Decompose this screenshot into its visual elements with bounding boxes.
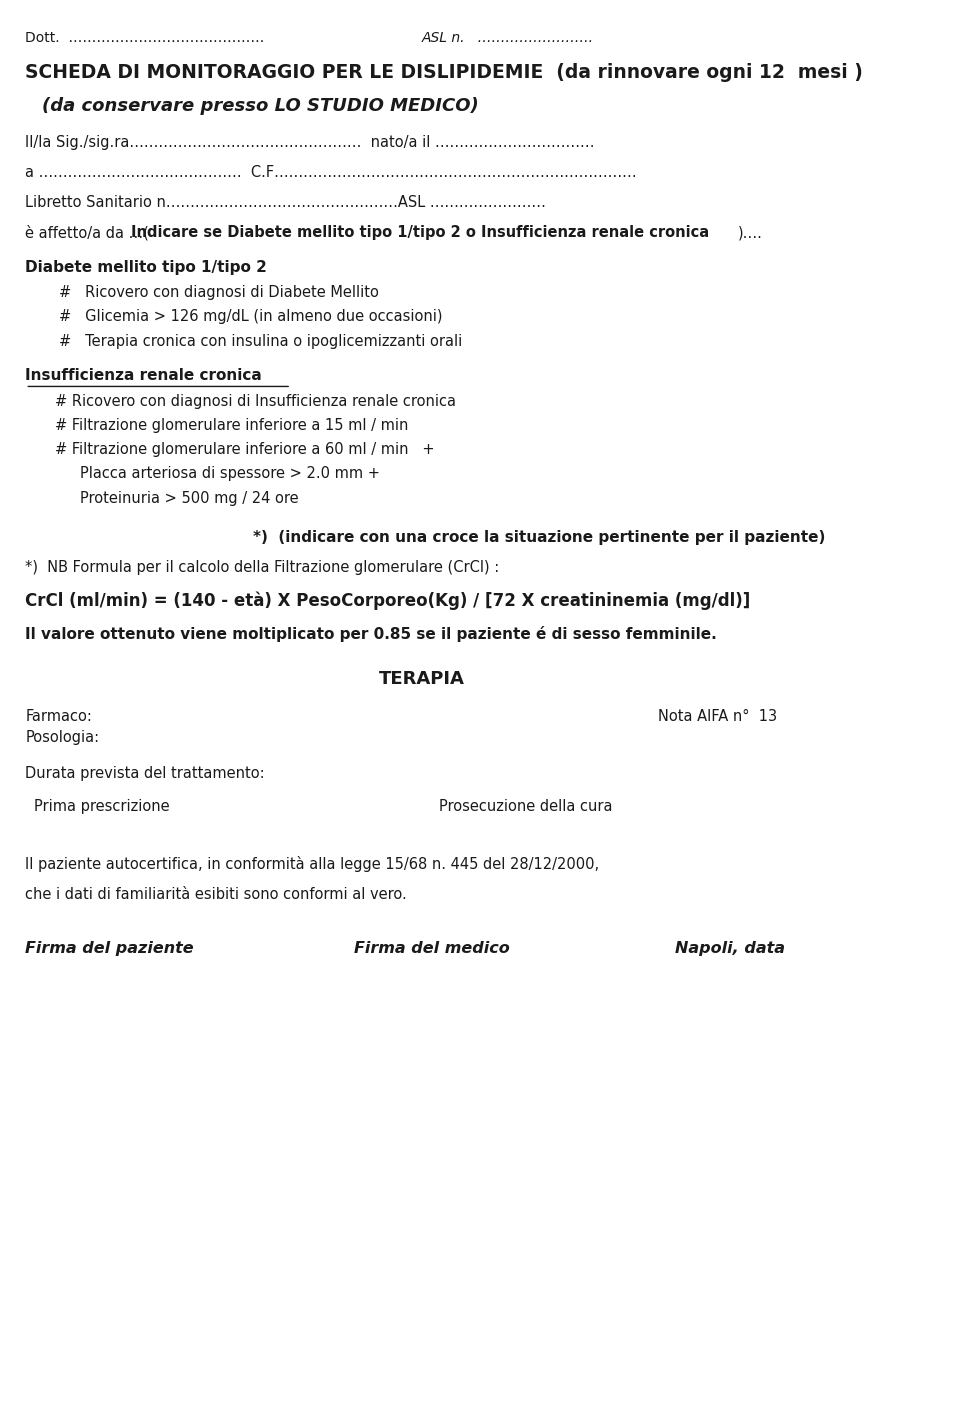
Text: Il paziente autocertifica, in conformità alla legge 15/68 n. 445 del 28/12/2000,: Il paziente autocertifica, in conformità… xyxy=(25,856,599,871)
Text: SCHEDA DI MONITORAGGIO PER LE DISLIPIDEMIE  (da rinnovare ogni 12  mesi ): SCHEDA DI MONITORAGGIO PER LE DISLIPIDEM… xyxy=(25,63,863,81)
Text: #   Terapia cronica con insulina o ipoglicemizzanti orali: # Terapia cronica con insulina o ipoglic… xyxy=(60,334,463,349)
Text: Il/la Sig./sig.ra…………………………………………  nato/a il ……………………………: Il/la Sig./sig.ra………………………………………… nato/a… xyxy=(25,135,595,151)
Text: Firma del medico: Firma del medico xyxy=(354,941,510,957)
Text: Libretto Sanitario n…………………………………………ASL ……………………: Libretto Sanitario n…………………………………………ASL … xyxy=(25,195,546,211)
Text: *)  (indicare con una croce la situazione pertinente per il paziente): *) (indicare con una croce la situazione… xyxy=(253,530,826,546)
Text: Prima prescrizione: Prima prescrizione xyxy=(34,799,169,814)
Text: Nota AIFA n°  13: Nota AIFA n° 13 xyxy=(659,709,778,724)
Text: è affetto/a da …(: è affetto/a da …( xyxy=(25,225,149,241)
Text: Insufficienza renale cronica: Insufficienza renale cronica xyxy=(25,368,262,384)
Text: # Filtrazione glomerulare inferiore a 15 ml / min: # Filtrazione glomerulare inferiore a 15… xyxy=(55,418,408,434)
Text: Posologia:: Posologia: xyxy=(25,730,100,746)
Text: Proteinuria > 500 mg / 24 ore: Proteinuria > 500 mg / 24 ore xyxy=(81,491,299,506)
Text: *)  NB Formula per il calcolo della Filtrazione glomerulare (CrCl) :: *) NB Formula per il calcolo della Filtr… xyxy=(25,560,499,576)
Text: ASL n.   …………………….: ASL n. ……………………. xyxy=(421,31,594,46)
Text: Il valore ottenuto viene moltiplicato per 0.85 se il paziente é di sesso femmini: Il valore ottenuto viene moltiplicato pe… xyxy=(25,626,717,642)
Text: CrCl (ml/min) = (140 - età) X PesoCorporeo(Kg) / [72 X creatininemia (mg/dl)]: CrCl (ml/min) = (140 - età) X PesoCorpor… xyxy=(25,592,751,610)
Text: Dott.  ……………………………………: Dott. …………………………………… xyxy=(25,31,265,46)
Text: #   Ricovero con diagnosi di Diabete Mellito: # Ricovero con diagnosi di Diabete Melli… xyxy=(60,285,379,301)
Text: #   Glicemia > 126 mg/dL (in almeno due occasioni): # Glicemia > 126 mg/dL (in almeno due oc… xyxy=(60,309,443,325)
Text: Indicare se Diabete mellito tipo 1/tipo 2 o Insufficienza renale cronica: Indicare se Diabete mellito tipo 1/tipo … xyxy=(131,225,708,241)
Text: )….: )…. xyxy=(738,225,763,241)
Text: che i dati di familiarità esibiti sono conformi al vero.: che i dati di familiarità esibiti sono c… xyxy=(25,887,407,903)
Text: Napoli, data: Napoli, data xyxy=(675,941,785,957)
Text: TERAPIA: TERAPIA xyxy=(379,670,465,689)
Text: # Filtrazione glomerulare inferiore a 60 ml / min   +: # Filtrazione glomerulare inferiore a 60… xyxy=(55,442,434,458)
Text: # Ricovero con diagnosi di Insufficienza renale cronica: # Ricovero con diagnosi di Insufficienza… xyxy=(55,394,456,409)
Text: Durata prevista del trattamento:: Durata prevista del trattamento: xyxy=(25,766,265,781)
Text: Diabete mellito tipo 1/tipo 2: Diabete mellito tipo 1/tipo 2 xyxy=(25,260,267,275)
Text: (da conservare presso LO STUDIO MEDICO): (da conservare presso LO STUDIO MEDICO) xyxy=(42,97,479,116)
Text: a ……………………………………  C.F…………………………………………………………………: a …………………………………… C.F……………………………………………………… xyxy=(25,165,636,181)
Text: Prosecuzione della cura: Prosecuzione della cura xyxy=(439,799,612,814)
Text: Placca arteriosa di spessore > 2.0 mm +: Placca arteriosa di spessore > 2.0 mm + xyxy=(81,466,380,482)
Text: Firma del paziente: Firma del paziente xyxy=(25,941,194,957)
Text: Farmaco:: Farmaco: xyxy=(25,709,92,724)
